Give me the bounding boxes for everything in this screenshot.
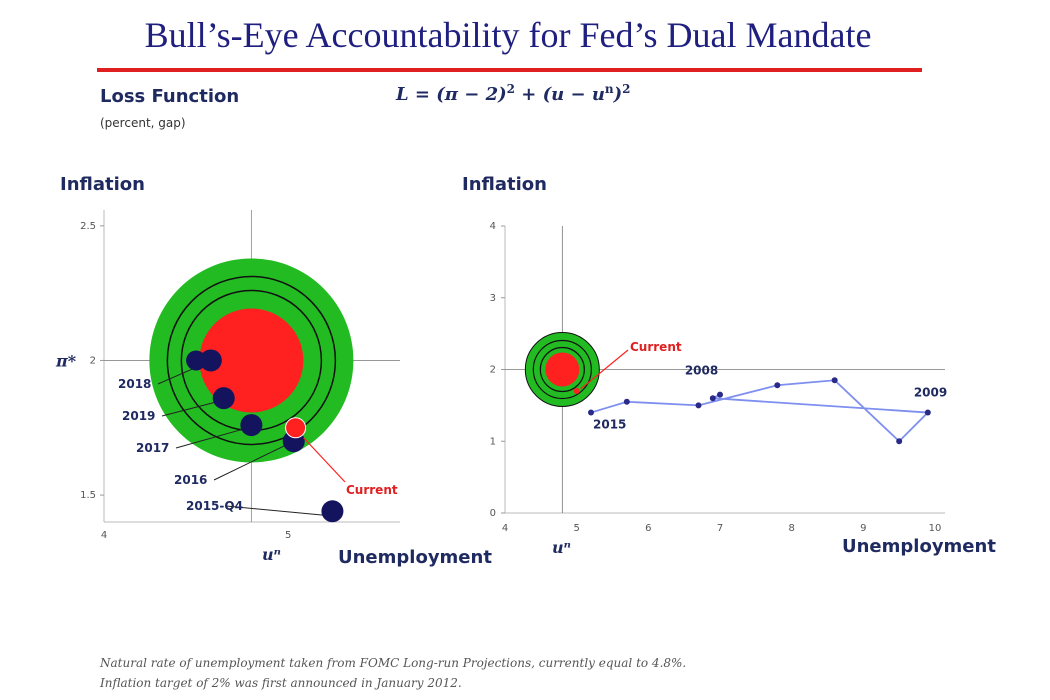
footnote-inflation-target: Inflation target of 2% was first announc… xyxy=(100,676,462,690)
title-rule xyxy=(97,68,922,72)
point-2015-Q4 xyxy=(321,500,344,523)
right-xtick-label: 4 xyxy=(502,523,508,534)
right-xtick-label: 7 xyxy=(717,523,723,534)
right-ytick-label: 2 xyxy=(490,365,496,376)
bullseye-red-center xyxy=(199,308,304,413)
path-point xyxy=(695,402,702,409)
point-2019 xyxy=(212,387,235,410)
path-point xyxy=(924,409,931,416)
right-ytick-label: 1 xyxy=(490,436,496,447)
path-point xyxy=(588,409,594,416)
year-label-2008: 2008 xyxy=(685,364,718,378)
current-point xyxy=(285,417,307,439)
right-current-leader xyxy=(580,349,629,390)
point-leader-line xyxy=(175,428,244,449)
small-bullseye-inner-line xyxy=(539,346,585,393)
right-xtick-label: 8 xyxy=(788,523,794,534)
right-xtick-label: 10 xyxy=(929,523,942,534)
point-label-2015-Q4: 2015-Q4 xyxy=(186,499,243,513)
point-label-2016: 2016 xyxy=(174,473,207,487)
left-natural-rate-label: uⁿ xyxy=(262,545,281,564)
left-ytick-label: 2 xyxy=(90,355,96,366)
right-xtick-label: 5 xyxy=(573,523,579,534)
left-ytick-label: 1.5 xyxy=(80,490,96,501)
left-xtick-label: 4 xyxy=(101,530,107,541)
formula-part-2: + (u − u xyxy=(514,84,605,105)
loss-formula: L = (π − 2)2 + (u − un)2 xyxy=(396,82,631,105)
path-point xyxy=(774,382,781,389)
right-xtick-label: 6 xyxy=(645,523,651,534)
left-ytick-label: 2.5 xyxy=(80,221,96,232)
left-target-label: π* xyxy=(55,351,77,370)
right-chart-xlabel: Unemployment xyxy=(842,536,996,557)
point-2017 xyxy=(240,414,263,437)
point-2018-overlap xyxy=(186,350,207,371)
point-label-2018: 2018 xyxy=(118,377,151,391)
formula-exponent-n: n xyxy=(604,82,614,96)
path-point xyxy=(709,395,716,402)
point-label-2017: 2017 xyxy=(136,441,169,455)
year-label-2015: 2015 xyxy=(593,418,626,432)
slide-title: Bull’s-Eye Accountability for Fed’s Dual… xyxy=(144,15,872,55)
loss-function-label: Loss Function xyxy=(100,86,240,107)
point-label-2019: 2019 xyxy=(122,409,155,423)
right-chart: Inflation 0 1 2 3 4 4 5 6 7 8 9 10 2015 2008 2009 Curren… xyxy=(462,174,996,557)
left-chart: Inflation 2.5 2 1.5 4 5 π* 2018 2019 2017 2016 2015… xyxy=(55,174,492,568)
right-ytick-label: 3 xyxy=(490,293,496,304)
current-label: Current xyxy=(346,483,398,497)
right-ytick-label: 0 xyxy=(490,508,496,519)
right-ytick-label: 4 xyxy=(490,221,496,232)
path-point xyxy=(896,438,903,445)
left-chart-xlabel: Unemployment xyxy=(338,547,492,568)
formula-exponent-2: 2 xyxy=(622,82,631,96)
footnote-natural-rate: Natural rate of unemployment taken from … xyxy=(100,656,687,670)
point-leader-line xyxy=(213,444,286,481)
right-xtick-label: 9 xyxy=(860,523,866,534)
path-point xyxy=(831,377,838,384)
right-natural-rate-label: uⁿ xyxy=(552,538,571,557)
point-leader-line xyxy=(161,401,216,417)
formula-exponent-1: 2 xyxy=(506,82,515,96)
formula-part-3: ) xyxy=(613,84,623,105)
right-current-label: Current xyxy=(630,340,682,354)
point-2018 xyxy=(199,349,222,372)
left-xtick-label: 5 xyxy=(285,530,291,541)
current-leader-line xyxy=(303,437,346,483)
left-chart-ylabel: Inflation xyxy=(60,174,145,195)
loss-function-note: (percent, gap) xyxy=(100,116,186,130)
bullseye-outer-line xyxy=(166,275,337,446)
small-bullseye-outer-line xyxy=(532,339,592,400)
path-point xyxy=(717,391,723,398)
path-point xyxy=(623,398,630,405)
formula-part-1: L = (π − 2) xyxy=(396,84,507,105)
right-chart-ylabel: Inflation xyxy=(462,174,547,195)
small-bullseye-red xyxy=(545,352,580,387)
year-label-2009: 2009 xyxy=(914,386,947,400)
right-current-point xyxy=(573,388,580,395)
point-leader-line xyxy=(225,505,325,516)
inflation-path-line xyxy=(590,379,930,443)
